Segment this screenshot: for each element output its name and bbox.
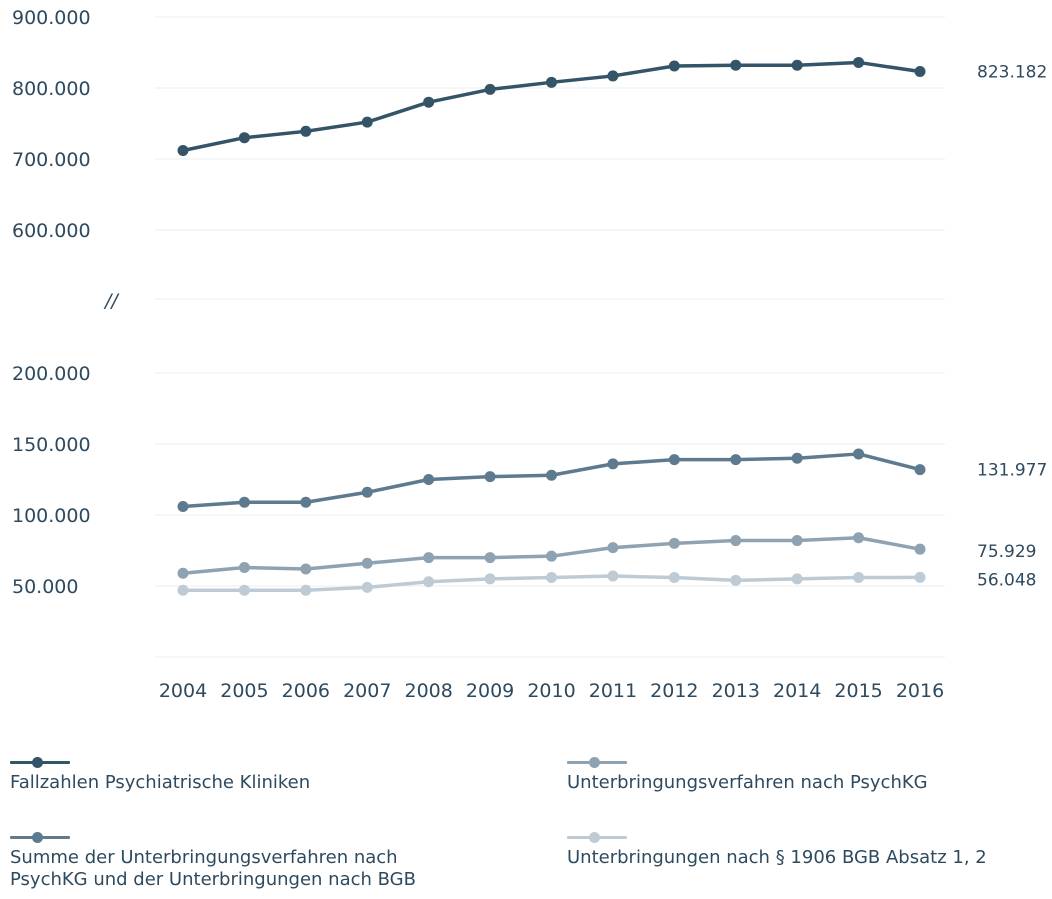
data-point-1-9 xyxy=(730,454,742,466)
data-point-2-8 xyxy=(668,537,680,549)
legend-label-3: Unterbringungen nach § 1906 BGB Absatz 1… xyxy=(567,847,987,868)
end-label-0: 823.182 xyxy=(977,63,1047,83)
x-tick-label: 2012 xyxy=(650,680,698,702)
axis-break-marker: // xyxy=(103,290,120,312)
y-tick-label: 600.000 xyxy=(12,220,91,242)
data-point-1-2 xyxy=(300,496,312,508)
data-point-1-1 xyxy=(238,496,250,508)
end-label-1: 131.977 xyxy=(977,461,1047,481)
data-point-3-6 xyxy=(546,571,557,583)
data-point-0-0 xyxy=(177,144,189,156)
data-point-1-0 xyxy=(177,500,189,512)
data-point-3-12 xyxy=(914,571,926,583)
data-point-0-12 xyxy=(914,66,926,78)
x-tick-label: 2013 xyxy=(712,680,760,702)
x-tick-label: 2008 xyxy=(404,680,452,702)
data-point-1-3 xyxy=(361,486,373,498)
y-tick-label: 900.000 xyxy=(12,7,91,29)
data-point-1-11 xyxy=(853,448,865,460)
x-tick-label: 2004 xyxy=(159,680,207,702)
x-tick-label: 2010 xyxy=(527,680,575,702)
data-point-0-7 xyxy=(607,70,619,82)
end-label-3: 56.048 xyxy=(977,570,1036,590)
legend-swatch-1 xyxy=(10,830,70,844)
data-point-0-4 xyxy=(423,96,435,108)
data-point-0-6 xyxy=(546,76,557,88)
data-point-2-7 xyxy=(607,542,619,554)
data-point-2-2 xyxy=(300,563,312,575)
series-line-0 xyxy=(181,60,922,153)
data-point-2-1 xyxy=(238,562,250,574)
legend-item-1: Summe der Unterbringungsverfahren nach P… xyxy=(10,830,460,891)
data-point-3-11 xyxy=(853,571,865,583)
data-point-2-10 xyxy=(791,535,803,547)
data-point-2-5 xyxy=(484,552,496,564)
data-point-1-6 xyxy=(546,469,557,481)
legend-swatch-3 xyxy=(567,830,627,844)
data-point-1-7 xyxy=(607,458,619,470)
legend-label-0: Fallzahlen Psychiatrische Kliniken xyxy=(10,772,311,793)
data-point-2-12 xyxy=(914,543,926,555)
data-point-2-11 xyxy=(853,532,865,544)
data-point-3-3 xyxy=(361,581,373,593)
data-point-1-10 xyxy=(791,452,803,464)
x-axis-ticks: 2004 2005 2006 2007 2008 2009 2010 2011 2012 2013… xyxy=(159,680,944,702)
y-axis-ticks: 900.000 800.000 700.000 600.000 // 200.000 150… xyxy=(12,7,120,598)
data-point-1-8 xyxy=(668,454,680,466)
series-group xyxy=(177,56,926,596)
legend-item-3: Unterbringungen nach § 1906 BGB Absatz 1… xyxy=(567,830,1037,869)
data-point-3-8 xyxy=(668,571,680,583)
data-point-3-0 xyxy=(177,584,189,596)
y-tick-label: 200.000 xyxy=(12,363,91,385)
legend-label-1: Summe der Unterbringungsverfahren nach P… xyxy=(10,847,416,890)
data-point-3-2 xyxy=(300,584,312,596)
data-point-3-9 xyxy=(730,574,742,586)
x-tick-label: 2011 xyxy=(589,680,637,702)
y-tick-label: 700.000 xyxy=(12,149,91,171)
legend-swatch-2 xyxy=(567,755,627,769)
data-point-3-1 xyxy=(238,584,250,596)
legend-label-2: Unterbringungsverfahren nach PsychKG xyxy=(567,772,928,793)
data-point-0-2 xyxy=(300,125,312,137)
data-point-2-4 xyxy=(423,552,435,564)
data-point-0-8 xyxy=(668,60,680,72)
y-tick-label: 50.000 xyxy=(12,576,78,598)
end-labels: 56.048 75.929 131.977 823.182 xyxy=(977,63,1047,591)
x-tick-label: 2014 xyxy=(773,680,821,702)
data-point-3-5 xyxy=(484,573,496,585)
data-point-0-1 xyxy=(238,132,250,144)
x-tick-label: 2015 xyxy=(834,680,882,702)
data-point-0-11 xyxy=(853,56,865,68)
data-point-0-10 xyxy=(791,59,803,71)
y-tick-label: 150.000 xyxy=(12,434,91,456)
legend-item-2: Unterbringungsverfahren nach PsychKG xyxy=(567,755,1037,794)
gridlines xyxy=(155,16,945,658)
data-point-3-7 xyxy=(607,570,619,582)
x-tick-label: 2009 xyxy=(466,680,514,702)
data-point-1-5 xyxy=(484,471,496,483)
data-point-1-12 xyxy=(914,464,926,476)
end-label-2: 75.929 xyxy=(977,542,1036,562)
data-point-2-6 xyxy=(546,550,557,562)
data-point-2-9 xyxy=(730,535,742,547)
y-tick-label: 100.000 xyxy=(12,505,91,527)
data-point-1-4 xyxy=(423,474,435,485)
data-point-0-3 xyxy=(361,116,373,128)
data-point-0-5 xyxy=(484,83,496,95)
data-point-3-10 xyxy=(791,573,803,585)
x-tick-label: 2016 xyxy=(896,680,944,702)
line-chart: 900.000 800.000 700.000 600.000 // 200.000 150… xyxy=(12,7,1047,702)
data-point-3-4 xyxy=(423,576,435,588)
x-tick-label: 2007 xyxy=(343,680,391,702)
x-tick-label: 2006 xyxy=(282,680,330,702)
x-tick-label: 2005 xyxy=(220,680,268,702)
data-point-0-9 xyxy=(730,59,742,71)
y-tick-label: 800.000 xyxy=(12,78,91,100)
legend-swatch-0 xyxy=(10,755,70,769)
legend-item-0: Fallzahlen Psychiatrische Kliniken xyxy=(10,755,530,794)
data-point-2-3 xyxy=(361,557,373,569)
data-point-2-0 xyxy=(177,567,189,579)
